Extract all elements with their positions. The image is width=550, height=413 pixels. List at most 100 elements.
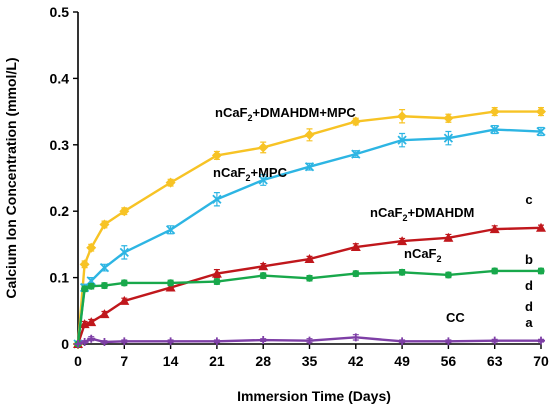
series-line (76, 226, 542, 345)
data-point (350, 116, 361, 127)
data-point (100, 338, 109, 347)
data-point (536, 222, 546, 232)
data-point (100, 281, 109, 290)
data-point (305, 274, 314, 282)
data-point (81, 285, 89, 293)
data-point (305, 336, 314, 345)
data-point (443, 113, 454, 124)
data-point (537, 336, 545, 345)
data-point (167, 279, 175, 287)
significance-letter-dmahdm: c (525, 192, 532, 207)
y-tick-label: 0.5 (50, 4, 70, 20)
x-axis-title: Immersion Time (Days) (237, 388, 391, 404)
data-point (259, 336, 268, 345)
data-point (490, 336, 499, 345)
x-tick-label: 7 (120, 353, 128, 369)
series-label-mpc: nCaF2+MPC (213, 165, 288, 183)
data-point (99, 309, 110, 319)
x-tick-label: 56 (441, 353, 457, 369)
series-label-subscript: 2 (248, 113, 253, 123)
data-point (398, 337, 407, 346)
data-point (99, 219, 110, 230)
data-point (80, 338, 89, 347)
data-point (258, 261, 269, 271)
data-point (397, 135, 407, 145)
data-point (444, 271, 452, 279)
data-point (119, 295, 130, 305)
x-tick-label: 21 (209, 353, 225, 369)
data-point (489, 224, 500, 234)
data-point (537, 267, 545, 275)
y-tick-label: 0.4 (50, 70, 70, 86)
x-tick-label: 28 (255, 353, 271, 369)
series-layer (73, 106, 546, 349)
series-label-text: nCaF (370, 205, 403, 220)
data-point (211, 268, 222, 278)
significance-letter-ncaf2: b (525, 252, 533, 267)
y-tick-label: 0.2 (50, 203, 70, 219)
data-point (397, 111, 408, 122)
data-point (213, 277, 221, 286)
data-point (258, 175, 268, 185)
x-tick-label: 49 (394, 353, 410, 369)
data-point (443, 232, 454, 242)
data-point (79, 259, 90, 270)
data-point (258, 142, 269, 153)
data-point (350, 242, 361, 252)
series-label-dmahdm-mpc: nCaF2+DMAHDM+MPC (215, 105, 356, 123)
data-point (259, 272, 267, 280)
data-point (212, 194, 222, 204)
data-point (74, 340, 82, 348)
y-tick-label: 0.1 (50, 270, 70, 286)
label-layer: nCaF2+DMAHDM+MPCdnCaF2+MPCdnCaF2+DMAHDMc… (213, 105, 533, 330)
x-tick-label: 70 (533, 353, 549, 369)
x-tick-label: 14 (163, 353, 179, 369)
series-label-ncaf2: nCaF2 (404, 246, 442, 264)
data-point (491, 267, 499, 275)
significance-letter-mpc: d (525, 299, 533, 314)
data-point (87, 282, 95, 290)
data-point (444, 337, 453, 346)
data-point (165, 177, 176, 188)
data-point (443, 133, 454, 143)
data-point (166, 337, 175, 346)
x-tick-label: 63 (487, 353, 503, 369)
series-label-suffix: +DMAHDM+MPC (253, 105, 357, 120)
data-point (304, 254, 315, 264)
data-point (86, 242, 97, 253)
axes: 0 7 14 21 28 35 42 49 56 63 70 0 0.1 0.2 0.3 0.4 0.5 (50, 4, 549, 369)
data-point (211, 150, 222, 161)
series-label-subscript: 2 (403, 213, 408, 223)
series-label-suffix: +DMAHDM (408, 205, 475, 220)
series-label-subscript: 2 (437, 254, 442, 264)
significance-letter-cc: a (525, 315, 533, 330)
x-tick-label: 0 (74, 353, 82, 369)
data-point (397, 236, 408, 246)
data-point (351, 333, 360, 342)
series-line (76, 269, 541, 345)
series-label-text: nCaF (213, 165, 246, 180)
series-label-text: nCaF (404, 246, 437, 261)
data-point (86, 317, 97, 327)
data-point (352, 270, 360, 278)
y-tick-label: 0 (61, 336, 69, 352)
series-ncaf2 (74, 267, 545, 348)
series-cc (74, 333, 545, 348)
data-point (99, 263, 110, 273)
significance-letter-dmahdm-mpc: d (525, 278, 533, 293)
series-dmahdm (73, 222, 546, 348)
data-point (489, 106, 500, 117)
data-point (536, 126, 546, 137)
series-dmahdm-mpc (73, 106, 546, 349)
data-point (304, 162, 315, 172)
data-point (120, 337, 129, 346)
y-tick-label: 0.3 (50, 137, 70, 153)
data-point (351, 149, 361, 159)
series-label-text: nCaF (215, 105, 248, 120)
data-point (87, 334, 96, 343)
data-point (398, 268, 406, 276)
series-label-subscript: 2 (246, 173, 251, 183)
data-point (165, 282, 176, 292)
x-tick-label: 35 (302, 353, 318, 369)
